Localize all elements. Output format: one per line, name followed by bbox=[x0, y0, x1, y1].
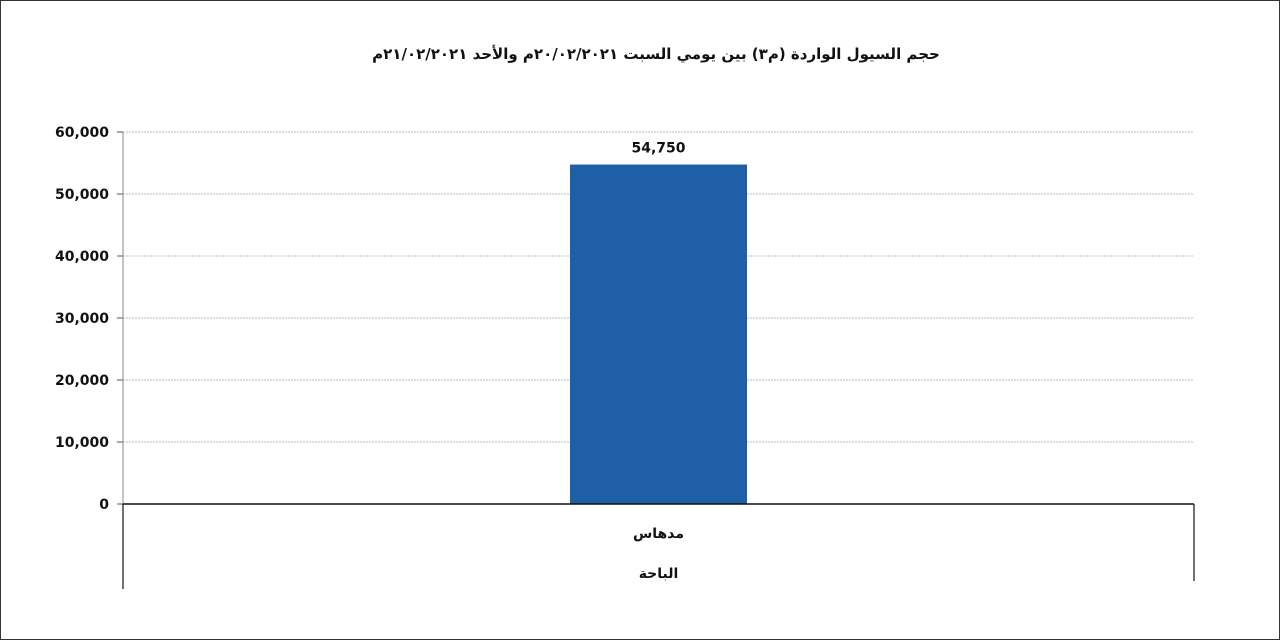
bar bbox=[570, 164, 747, 505]
y-tick-label: 10,000 bbox=[55, 435, 109, 451]
y-tick-label: 20,000 bbox=[55, 373, 109, 389]
y-tick-label: 30,000 bbox=[55, 311, 109, 327]
category-label: مدهاس bbox=[633, 526, 684, 542]
y-tick-label: 50,000 bbox=[55, 187, 109, 203]
y-tick-label: 0 bbox=[99, 497, 109, 513]
group-label: الباحة bbox=[639, 566, 679, 582]
chart-title: حجم السيول الواردة (م٣) بين يومي السبت ٢… bbox=[372, 45, 940, 63]
data-label: 54,750 bbox=[631, 141, 685, 157]
y-tick-label: 40,000 bbox=[55, 249, 109, 265]
y-tick-label: 60,000 bbox=[55, 125, 109, 141]
